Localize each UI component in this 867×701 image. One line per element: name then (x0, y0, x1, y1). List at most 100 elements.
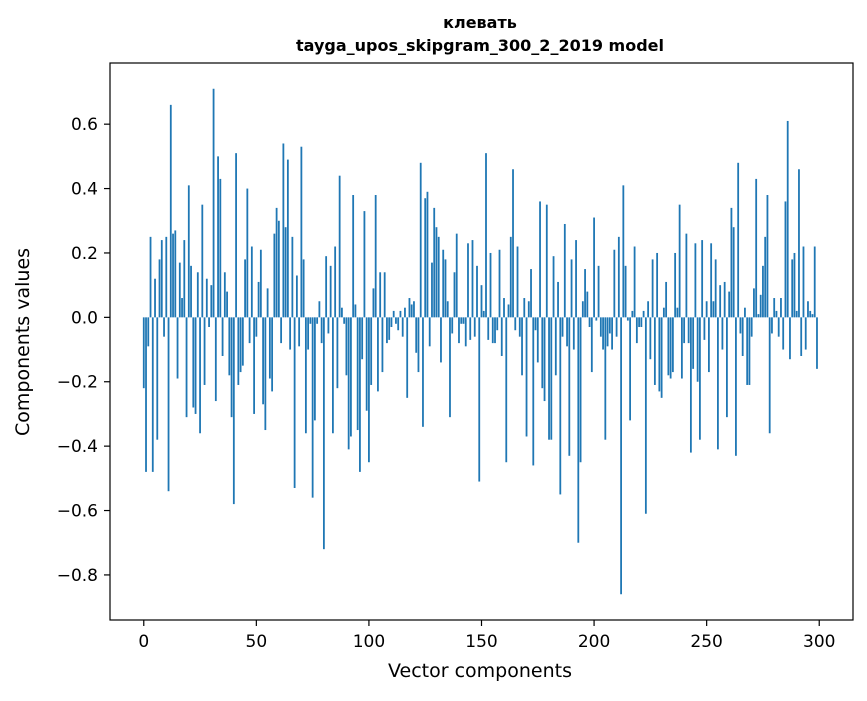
bar-component-123 (419, 162, 422, 318)
bar-component-167 (518, 317, 521, 337)
bar-component-129 (433, 207, 436, 318)
y-tick-label: −0.4 (57, 437, 98, 457)
bar-component-23 (194, 317, 197, 414)
bar-component-92 (350, 317, 352, 437)
bar-component-294 (804, 317, 807, 350)
bar-component-39 (230, 317, 233, 418)
bar-component-131 (437, 236, 440, 318)
bar-component-281 (775, 310, 778, 318)
bar-component-157 (496, 317, 499, 331)
bar-component-246 (696, 317, 699, 382)
bar-component-107 (383, 272, 386, 318)
bar-component-208 (611, 317, 613, 350)
bar-component-82 (327, 317, 330, 334)
bar-component-245 (694, 243, 697, 318)
bar-component-91 (347, 317, 350, 450)
bar-component-95 (356, 317, 359, 431)
x-axis-label: Vector components (388, 660, 572, 682)
bar-component-256 (719, 285, 722, 318)
bar-component-81 (325, 256, 328, 318)
bar-component-238 (678, 204, 681, 318)
bar-component-224 (647, 301, 650, 318)
bar-component-84 (332, 317, 334, 434)
bar-component-1 (145, 317, 147, 472)
bar-component-115 (401, 317, 404, 337)
bar-component-260 (728, 291, 731, 318)
bar-component-250 (705, 301, 708, 318)
bar-component-252 (710, 243, 713, 318)
bar-component-150 (480, 285, 483, 318)
bar-component-46 (246, 188, 249, 318)
bar-component-205 (604, 317, 607, 440)
bar-component-78 (318, 301, 321, 318)
bar-component-79 (320, 317, 323, 344)
bar-component-28 (205, 278, 208, 318)
bar-component-142 (462, 317, 465, 324)
bar-component-40 (232, 317, 235, 505)
bar-component-215 (626, 317, 629, 321)
x-tick-label: 250 (690, 632, 722, 652)
bar-component-56 (268, 317, 271, 379)
bar-component-0 (142, 317, 145, 389)
bar-component-219 (635, 317, 638, 344)
bar-component-139 (455, 233, 458, 318)
bar-component-97 (361, 317, 364, 360)
bar-component-49 (253, 317, 255, 414)
bar-component-168 (521, 317, 523, 376)
bar-component-249 (703, 317, 706, 340)
bar-component-24 (196, 272, 199, 318)
bar-component-133 (442, 249, 445, 318)
bar-component-236 (674, 252, 677, 318)
bar-component-288 (791, 259, 794, 318)
bar-component-69 (298, 317, 301, 347)
bar-component-76 (313, 317, 316, 421)
bar-component-197 (586, 291, 589, 318)
bar-component-74 (309, 317, 312, 324)
bar-component-47 (248, 317, 251, 344)
bar-component-268 (746, 317, 749, 385)
bar-component-25 (199, 317, 201, 434)
bar-component-109 (388, 317, 391, 340)
bar-component-112 (395, 317, 397, 324)
bar-component-231 (662, 307, 665, 318)
bar-component-193 (577, 317, 580, 543)
bar-component-163 (509, 236, 512, 318)
bar-component-264 (737, 162, 740, 318)
bar-component-125 (424, 198, 427, 318)
bar-component-6 (156, 317, 159, 440)
bar-component-170 (525, 317, 528, 437)
bar-component-151 (482, 310, 485, 318)
bar-component-3 (149, 236, 152, 318)
bar-component-114 (399, 310, 402, 318)
bar-component-120 (413, 301, 415, 318)
bar-component-63 (284, 227, 287, 318)
bar-component-257 (721, 317, 724, 350)
bar-component-138 (453, 272, 456, 318)
bar-component-287 (789, 317, 791, 360)
x-tick-label: 200 (578, 632, 610, 652)
bar-component-147 (473, 317, 476, 337)
bar-component-286 (786, 120, 789, 318)
bar-component-8 (160, 240, 163, 318)
bar-component-94 (354, 304, 357, 318)
bar-component-88 (341, 307, 343, 318)
bar-component-117 (406, 317, 409, 398)
bar-component-128 (431, 262, 433, 318)
bar-component-106 (381, 317, 384, 373)
bar-component-220 (638, 317, 641, 328)
bar-component-41 (235, 153, 237, 318)
y-tick-label: 0.2 (71, 244, 98, 264)
bar-component-36 (223, 272, 226, 318)
bar-component-43 (239, 317, 242, 373)
bar-component-121 (415, 317, 418, 353)
bar-component-101 (370, 317, 373, 385)
bar-component-187 (563, 223, 566, 318)
bar-component-271 (753, 288, 755, 318)
bar-component-100 (368, 317, 370, 463)
bar-component-233 (667, 317, 670, 376)
bar-component-298 (813, 246, 816, 318)
bar-component-53 (262, 317, 264, 405)
bar-component-34 (219, 178, 222, 318)
